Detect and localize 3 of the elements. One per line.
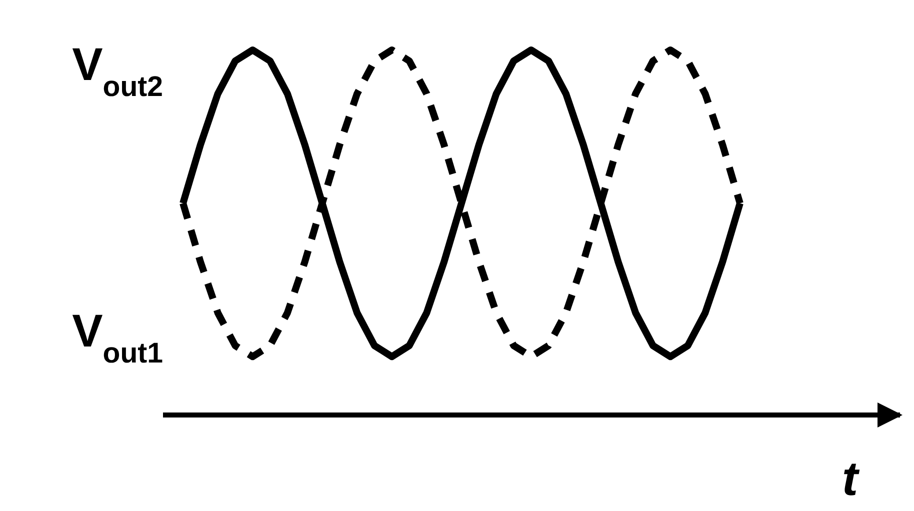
- x-axis-title: t: [842, 453, 860, 506]
- series-label: V$_{out2}$: [72, 38, 163, 103]
- series-label: V$_{out1}$: [72, 304, 164, 370]
